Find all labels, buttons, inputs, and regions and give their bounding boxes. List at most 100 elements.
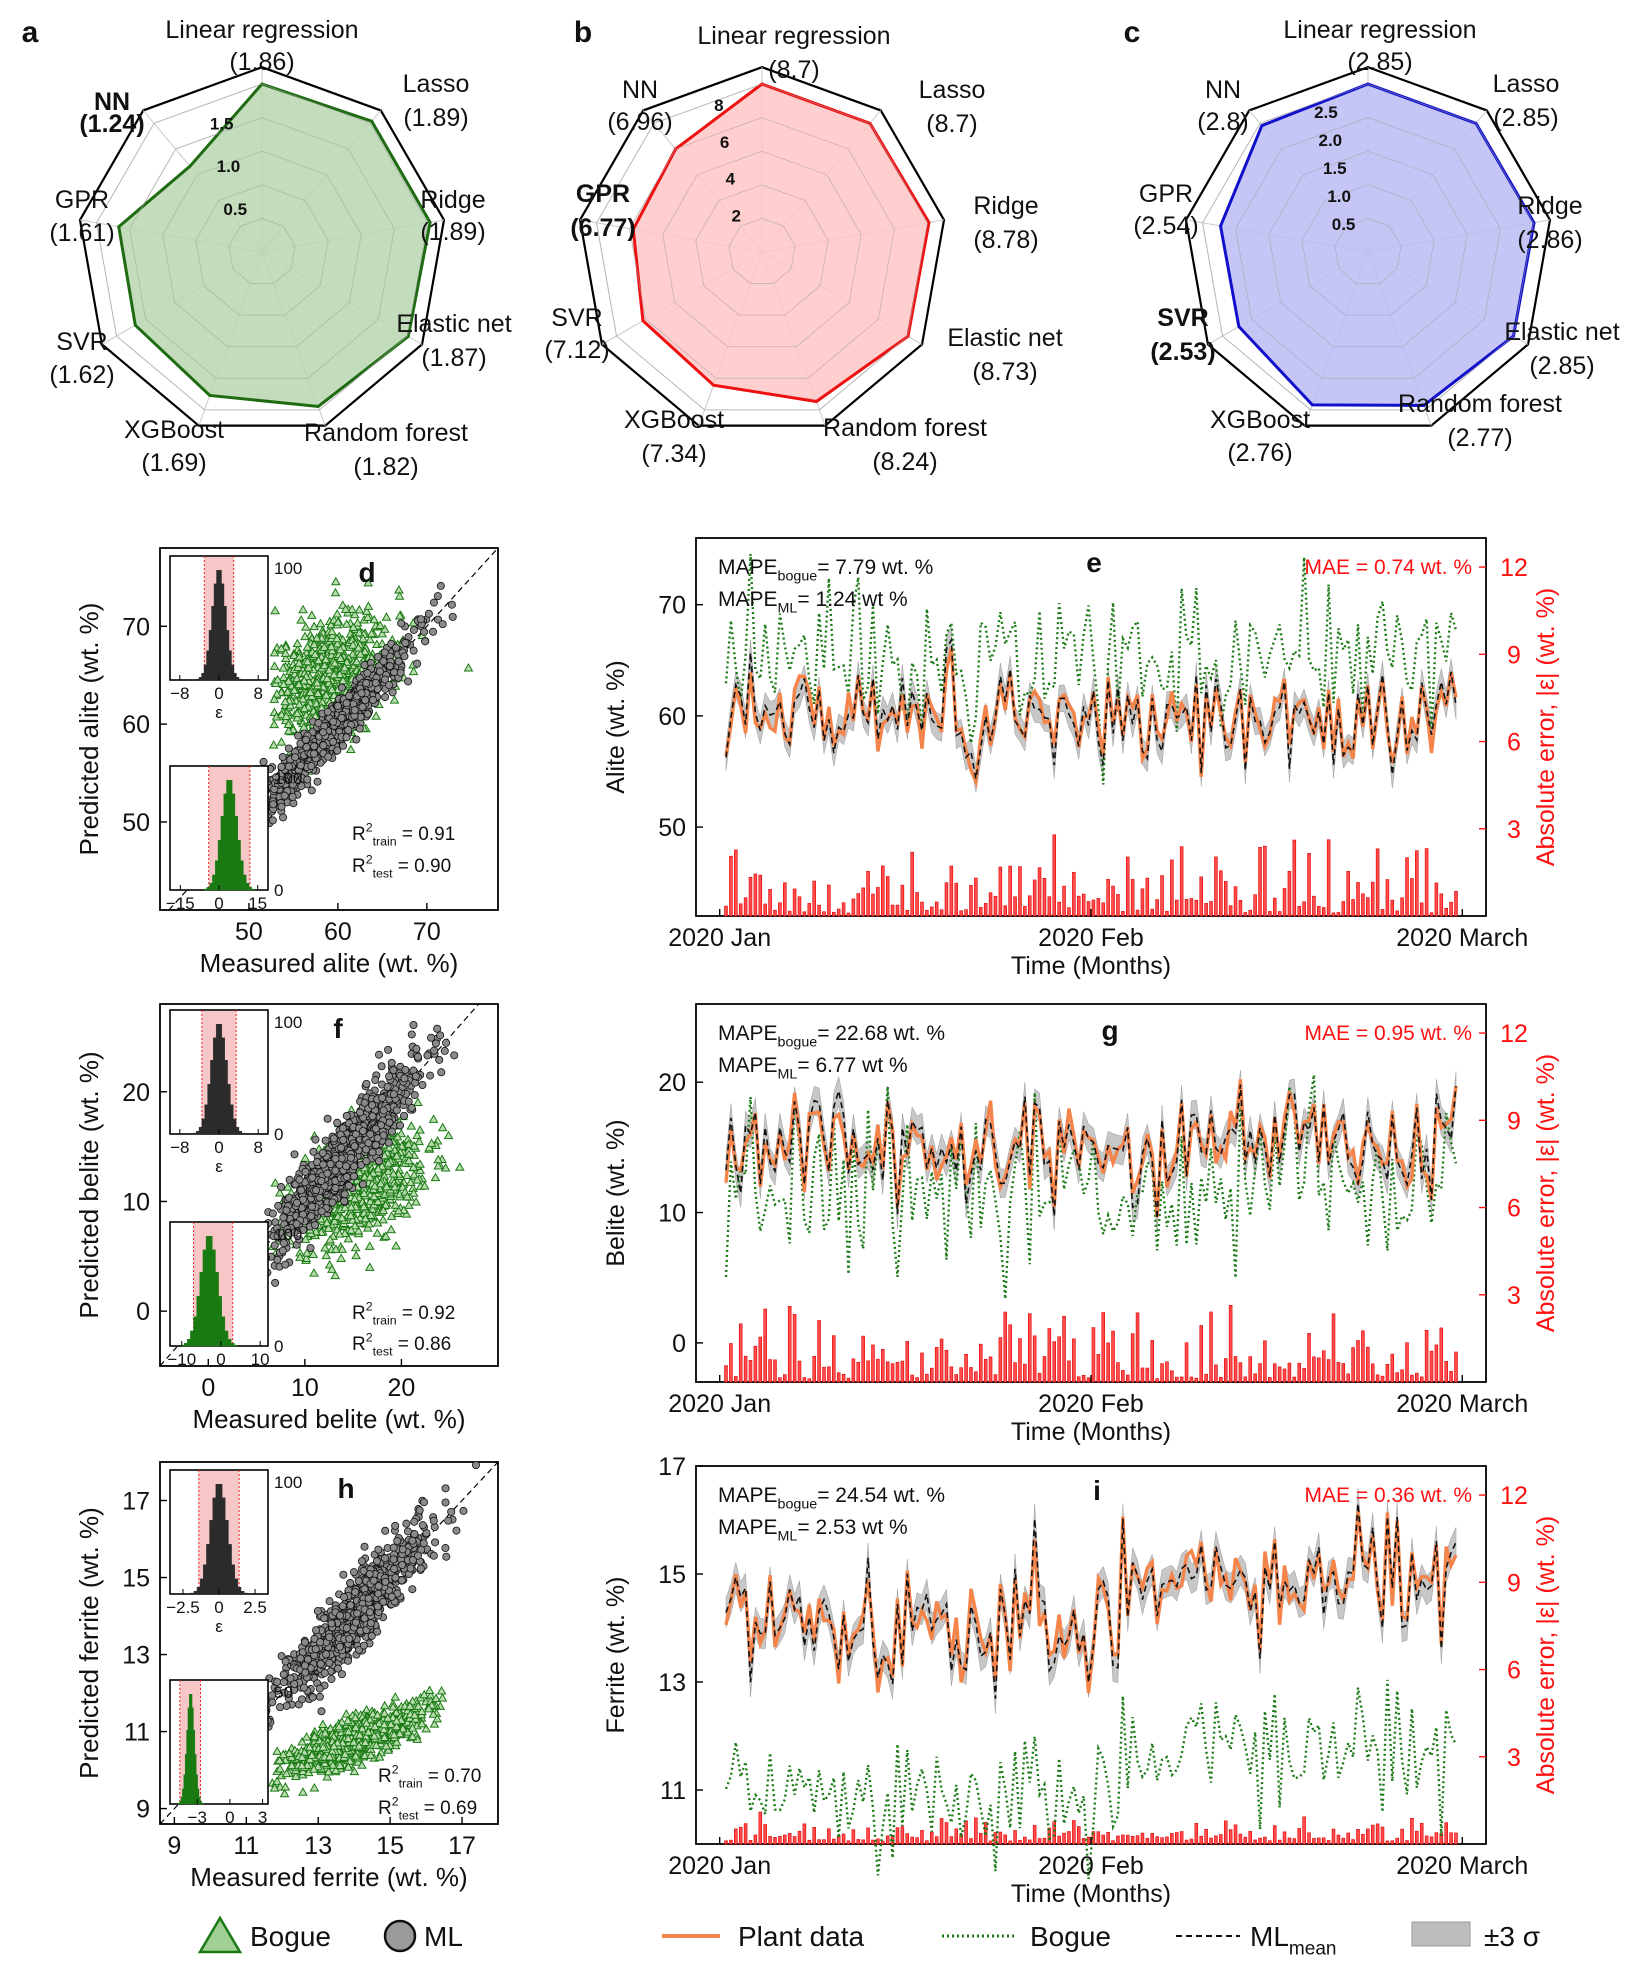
ml-point	[322, 1650, 331, 1659]
histogram-bar	[245, 882, 250, 891]
bogue-point	[282, 686, 293, 696]
radar-axis-label: Ridge	[1517, 192, 1582, 220]
panel-label-a: a	[22, 16, 39, 49]
ml-point	[447, 600, 456, 609]
inset-ytick-label: 100	[274, 559, 302, 578]
ml-point	[350, 1142, 359, 1151]
bogue-point	[281, 711, 292, 720]
ml-point	[297, 1186, 306, 1195]
ml-point	[346, 1601, 355, 1610]
ml-point	[342, 699, 351, 708]
radar-axis-label: Elastic net	[1504, 318, 1619, 346]
ml-point	[401, 638, 410, 647]
histogram-bar	[226, 630, 230, 681]
ytick-label: 10	[122, 1188, 150, 1216]
ml-point	[404, 1097, 413, 1106]
ml-point	[326, 1160, 335, 1169]
bogue-point	[269, 694, 280, 703]
ml-point	[345, 691, 354, 700]
histogram-bar	[213, 1037, 217, 1135]
ml-point	[358, 1180, 367, 1189]
ml-point	[393, 1537, 402, 1546]
radar-value-label: (8.24)	[872, 448, 937, 476]
ml-point	[362, 1157, 371, 1166]
radar-value-label: (8.7)	[926, 110, 977, 138]
bogue-point	[299, 703, 310, 713]
bogue-point	[278, 679, 289, 689]
bogue-point	[289, 650, 299, 660]
ml-point	[379, 1597, 388, 1606]
ml-point	[325, 1658, 334, 1667]
ml-point	[424, 609, 433, 618]
histogram-bar	[227, 1084, 231, 1135]
radar-axis-label: Lasso	[1493, 70, 1560, 98]
ml-point	[315, 1684, 324, 1693]
histogram-bar	[230, 1343, 235, 1347]
ml-point	[309, 1147, 318, 1156]
radar-value-label: (7.34)	[641, 440, 706, 468]
ml-point	[279, 1670, 288, 1679]
ml-point	[406, 1564, 415, 1573]
radar-rtick-label: 4	[726, 170, 736, 189]
ml-point	[397, 619, 406, 628]
radar-grid-ring-overlay	[629, 117, 895, 379]
ml-point	[313, 777, 322, 786]
histogram-bar	[224, 1330, 229, 1347]
ml-point	[350, 1162, 359, 1171]
ml-point	[295, 1175, 304, 1184]
ml-point	[327, 1619, 336, 1628]
ml-point	[423, 1051, 432, 1060]
bogue-point	[349, 609, 360, 619]
histogram-bar	[233, 672, 237, 681]
ml-point	[316, 1660, 325, 1669]
bogue-point	[394, 611, 405, 620]
ml-point	[327, 1674, 336, 1683]
ml-point	[374, 652, 383, 661]
ml-point	[409, 646, 418, 655]
bogue-point	[302, 656, 313, 666]
radar-frame	[78, 66, 446, 427]
radar-grid-ring-overlay	[1268, 150, 1468, 348]
ml-point	[353, 1609, 362, 1618]
bogue-point	[327, 684, 337, 694]
ml-point	[339, 1570, 348, 1579]
ml-point	[342, 1162, 351, 1171]
ml-point	[331, 1184, 340, 1193]
radar-axis-label: GPR	[576, 180, 630, 208]
ml-point	[346, 1153, 355, 1162]
ml-point	[333, 746, 342, 755]
histogram-bar	[198, 677, 202, 681]
ml-point	[429, 1516, 438, 1525]
radar-frame	[578, 66, 946, 427]
radar-axis-label: Linear regression	[165, 16, 358, 44]
panel-label-f: f	[333, 1013, 343, 1044]
ml-point	[359, 1126, 368, 1135]
ml-point	[371, 1124, 380, 1133]
bogue-point	[321, 654, 331, 664]
inset-ytick-label: 0	[274, 1337, 283, 1356]
xtick-label: 10	[291, 1374, 319, 1402]
radar-value-label: (1.62)	[49, 361, 114, 389]
ml-point	[375, 1050, 384, 1059]
ml-point	[380, 648, 389, 657]
ml-point	[377, 1062, 386, 1071]
radar-grid-ring-overlay	[596, 83, 928, 411]
ml-point	[429, 1551, 438, 1560]
bogue-point	[289, 685, 300, 694]
inset-xtick-label: −8	[170, 684, 189, 703]
ml-point	[426, 1071, 435, 1080]
bogue-point	[272, 689, 282, 698]
ml-point	[459, 1506, 468, 1515]
ml-point	[410, 1517, 419, 1526]
ml-point	[436, 581, 445, 590]
radar-rtick-label: 2.5	[1314, 103, 1338, 122]
ml-point	[442, 1552, 451, 1561]
bogue-point	[354, 604, 365, 614]
ytick-label: 50	[122, 809, 150, 837]
ml-point	[396, 1121, 405, 1130]
ml-point	[337, 1143, 346, 1152]
radar-axis-label: Random forest	[304, 419, 468, 447]
ml-point	[410, 1091, 419, 1100]
